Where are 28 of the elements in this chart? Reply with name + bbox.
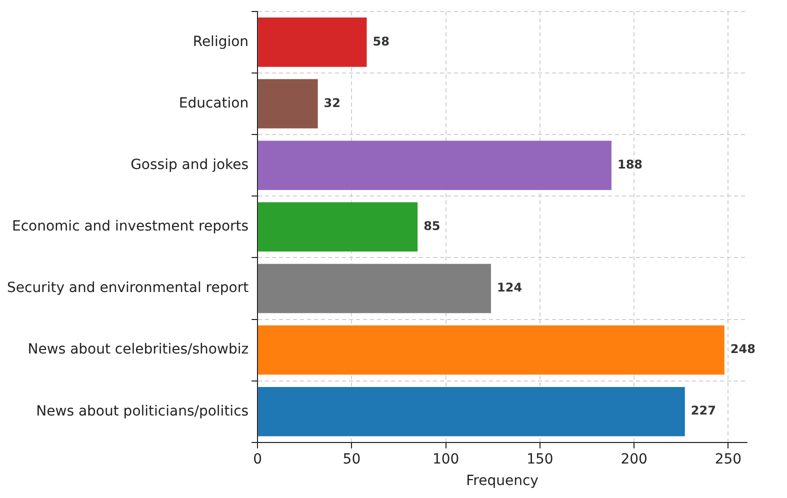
y-tick-label: Gossip and jokes (130, 156, 249, 173)
bar (258, 264, 491, 314)
x-tick-label: 100 (432, 451, 460, 468)
data-label: 227 (690, 404, 716, 418)
x-axis-title: Frequency (466, 473, 538, 490)
data-label: 32 (324, 96, 341, 110)
x-tick-label: 200 (620, 451, 648, 468)
bar (258, 140, 612, 190)
data-label: 124 (496, 280, 522, 295)
bar (258, 18, 367, 67)
x-tick-label: 150 (526, 451, 554, 468)
data-label: 248 (730, 342, 756, 356)
x-tick-label: 250 (714, 451, 742, 468)
data-label: 58 (372, 34, 390, 48)
x-tick-label: 0 (253, 451, 262, 468)
y-tick-label: News about politicians/politics (36, 403, 249, 420)
y-tick-label: Education (178, 95, 249, 112)
y-tick-label: Security and environmental report (6, 280, 250, 296)
y-tick-label: News about celebrities/showbiz (28, 342, 249, 358)
bar (258, 325, 724, 375)
bar (258, 79, 318, 128)
y-tick-label: Economic and investment reports (12, 218, 249, 235)
bar (258, 202, 418, 252)
data-label: 188 (617, 157, 643, 172)
x-tick-label: 50 (342, 451, 361, 468)
data-label: 85 (424, 219, 440, 234)
bar (258, 386, 685, 436)
y-tick-label: Religion (192, 34, 249, 50)
